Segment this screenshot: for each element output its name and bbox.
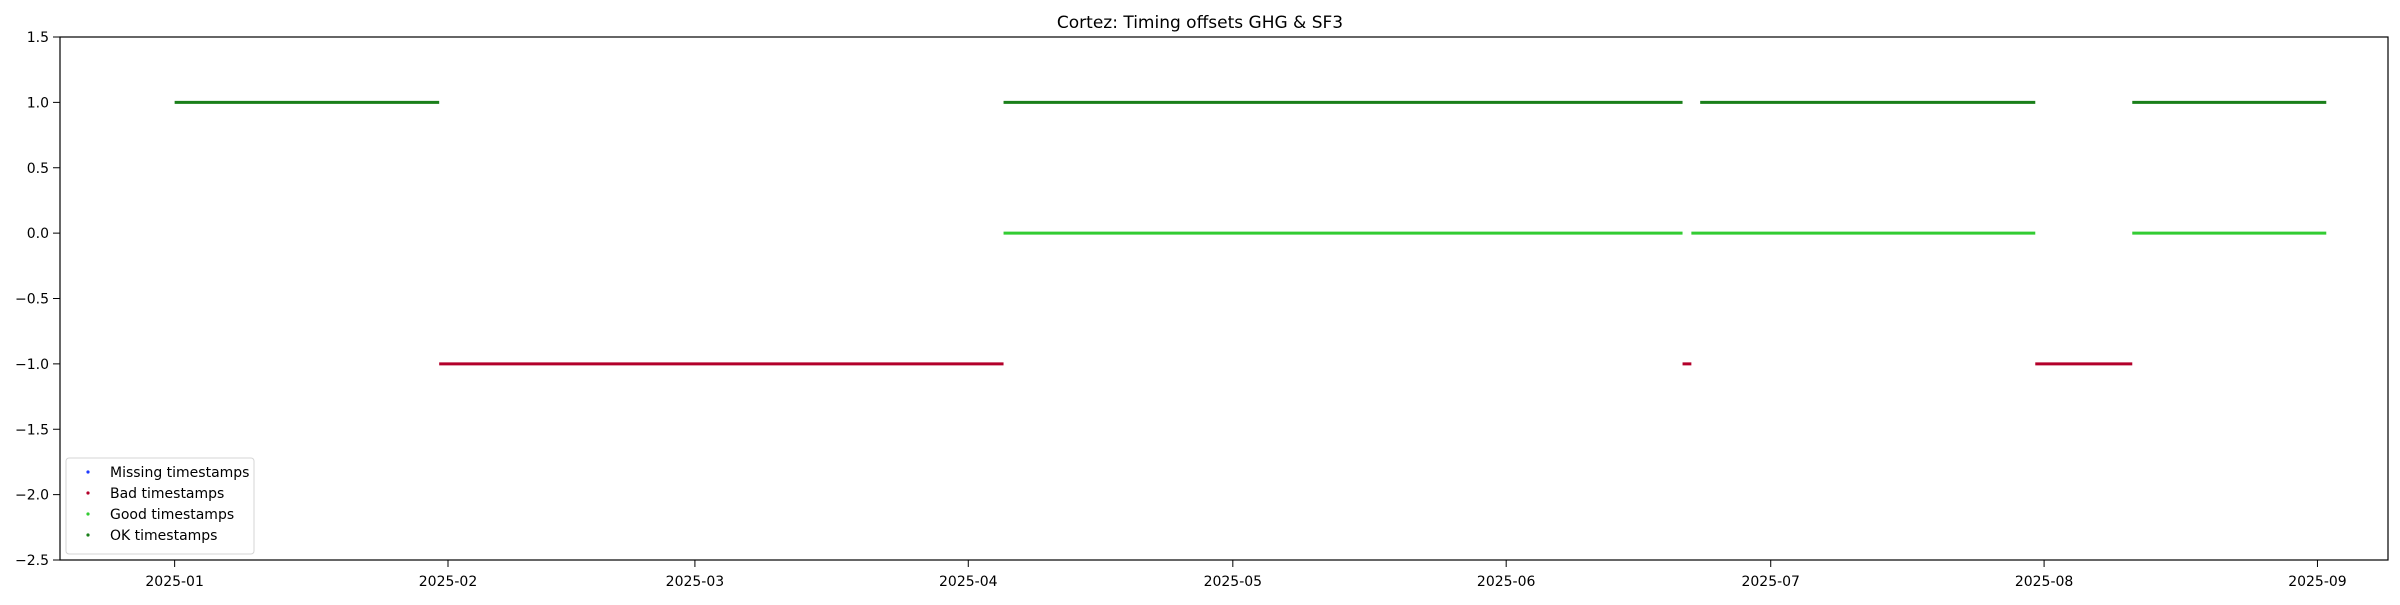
x-tick-label: 2025-08 bbox=[2015, 574, 2074, 590]
y-tick-label: −0.5 bbox=[15, 292, 49, 308]
y-tick-label: 1.0 bbox=[27, 95, 49, 111]
data-marks bbox=[174, 100, 2327, 366]
legend-label: Good timestamps bbox=[110, 507, 234, 523]
y-tick-label: 0.5 bbox=[27, 161, 49, 177]
y-axis: 1.5 1.0 0.5 0.0 −0.5 −1.0 −1.5 −2.0 −2.5 bbox=[15, 30, 60, 569]
chart-title: Cortez: Timing offsets GHG & SF3 bbox=[1057, 13, 1343, 33]
x-tick-label: 2025-03 bbox=[666, 574, 725, 590]
y-tick-label: −2.5 bbox=[15, 553, 49, 569]
legend-marker bbox=[86, 470, 90, 474]
legend-marker bbox=[86, 512, 90, 516]
legend-label: Bad timestamps bbox=[110, 486, 224, 502]
y-tick-label: −2.0 bbox=[15, 488, 49, 504]
y-tick-label: −1.5 bbox=[15, 422, 49, 438]
y-tick-label: 0.0 bbox=[27, 226, 49, 242]
legend-marker bbox=[86, 491, 90, 495]
legend-box bbox=[65, 457, 255, 555]
legend-marker bbox=[86, 533, 90, 537]
x-axis: 2025-01 2025-02 2025-03 2025-04 2025-05 2025-… bbox=[145, 560, 2347, 590]
plot-frame bbox=[59, 36, 2389, 561]
x-tick-label: 2025-07 bbox=[1741, 574, 1800, 590]
legend-label: OK timestamps bbox=[110, 528, 217, 544]
legend-label: Missing timestamps bbox=[110, 465, 249, 481]
x-tick-label: 2025-09 bbox=[2288, 574, 2347, 590]
x-tick-label: 2025-04 bbox=[939, 574, 998, 590]
y-tick-label: 1.5 bbox=[27, 30, 49, 46]
legend: Missing timestamps Bad timestamps Good tim… bbox=[65, 457, 255, 555]
x-tick-label: 2025-01 bbox=[145, 574, 204, 590]
x-tick-label: 2025-05 bbox=[1204, 574, 1263, 590]
x-tick-label: 2025-06 bbox=[1477, 574, 1536, 590]
x-tick-label: 2025-02 bbox=[419, 574, 478, 590]
y-tick-label: −1.0 bbox=[15, 357, 49, 373]
